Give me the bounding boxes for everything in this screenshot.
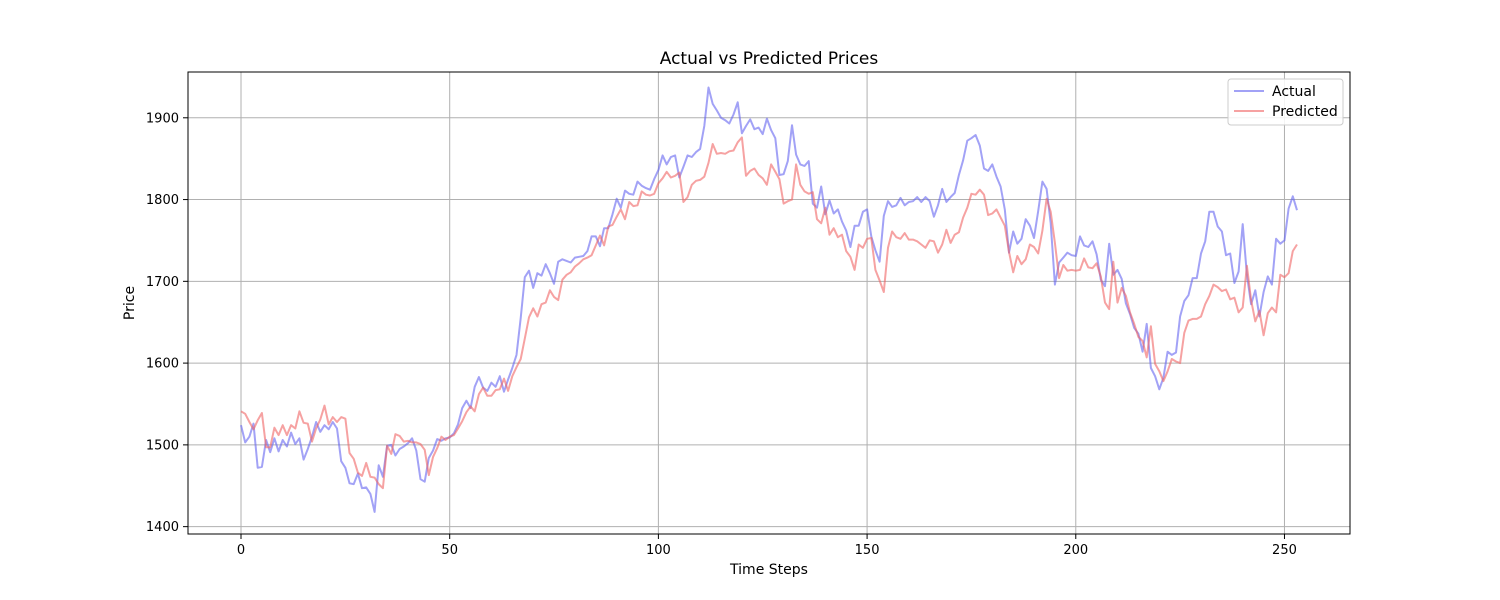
x-tick-label: 0 xyxy=(237,543,245,558)
x-tick-label: 250 xyxy=(1272,543,1297,558)
x-tick-label: 200 xyxy=(1063,543,1088,558)
x-tick-label: 100 xyxy=(646,543,671,558)
y-tick-label: 1600 xyxy=(146,357,179,372)
series-line-predicted xyxy=(240,136,1298,490)
legend-label-predicted: Predicted xyxy=(1272,104,1338,120)
legend-label-actual: Actual xyxy=(1272,84,1316,100)
series-lines xyxy=(240,86,1298,513)
x-tick-label: 50 xyxy=(441,543,458,558)
y-tick-label: 1700 xyxy=(146,275,179,290)
x-axis-label: Time Steps xyxy=(729,562,808,578)
plot-frame xyxy=(187,71,1351,535)
y-tick-label: 1400 xyxy=(146,520,179,535)
axis-ticks: 0 50 100 150 200 250 1400 1500 1600 1700 1800 1900 xyxy=(146,111,1297,558)
series-line-actual xyxy=(240,86,1298,513)
x-tick-label: 150 xyxy=(855,543,880,558)
y-axis-label: Price xyxy=(122,286,138,320)
legend: Actual Predicted xyxy=(1227,78,1344,126)
y-tick-label: 1900 xyxy=(146,111,179,126)
chart-title: Actual vs Predicted Prices xyxy=(660,49,879,69)
y-tick-label: 1800 xyxy=(146,193,179,208)
grid-lines xyxy=(188,72,1350,534)
y-tick-label: 1500 xyxy=(146,438,179,453)
